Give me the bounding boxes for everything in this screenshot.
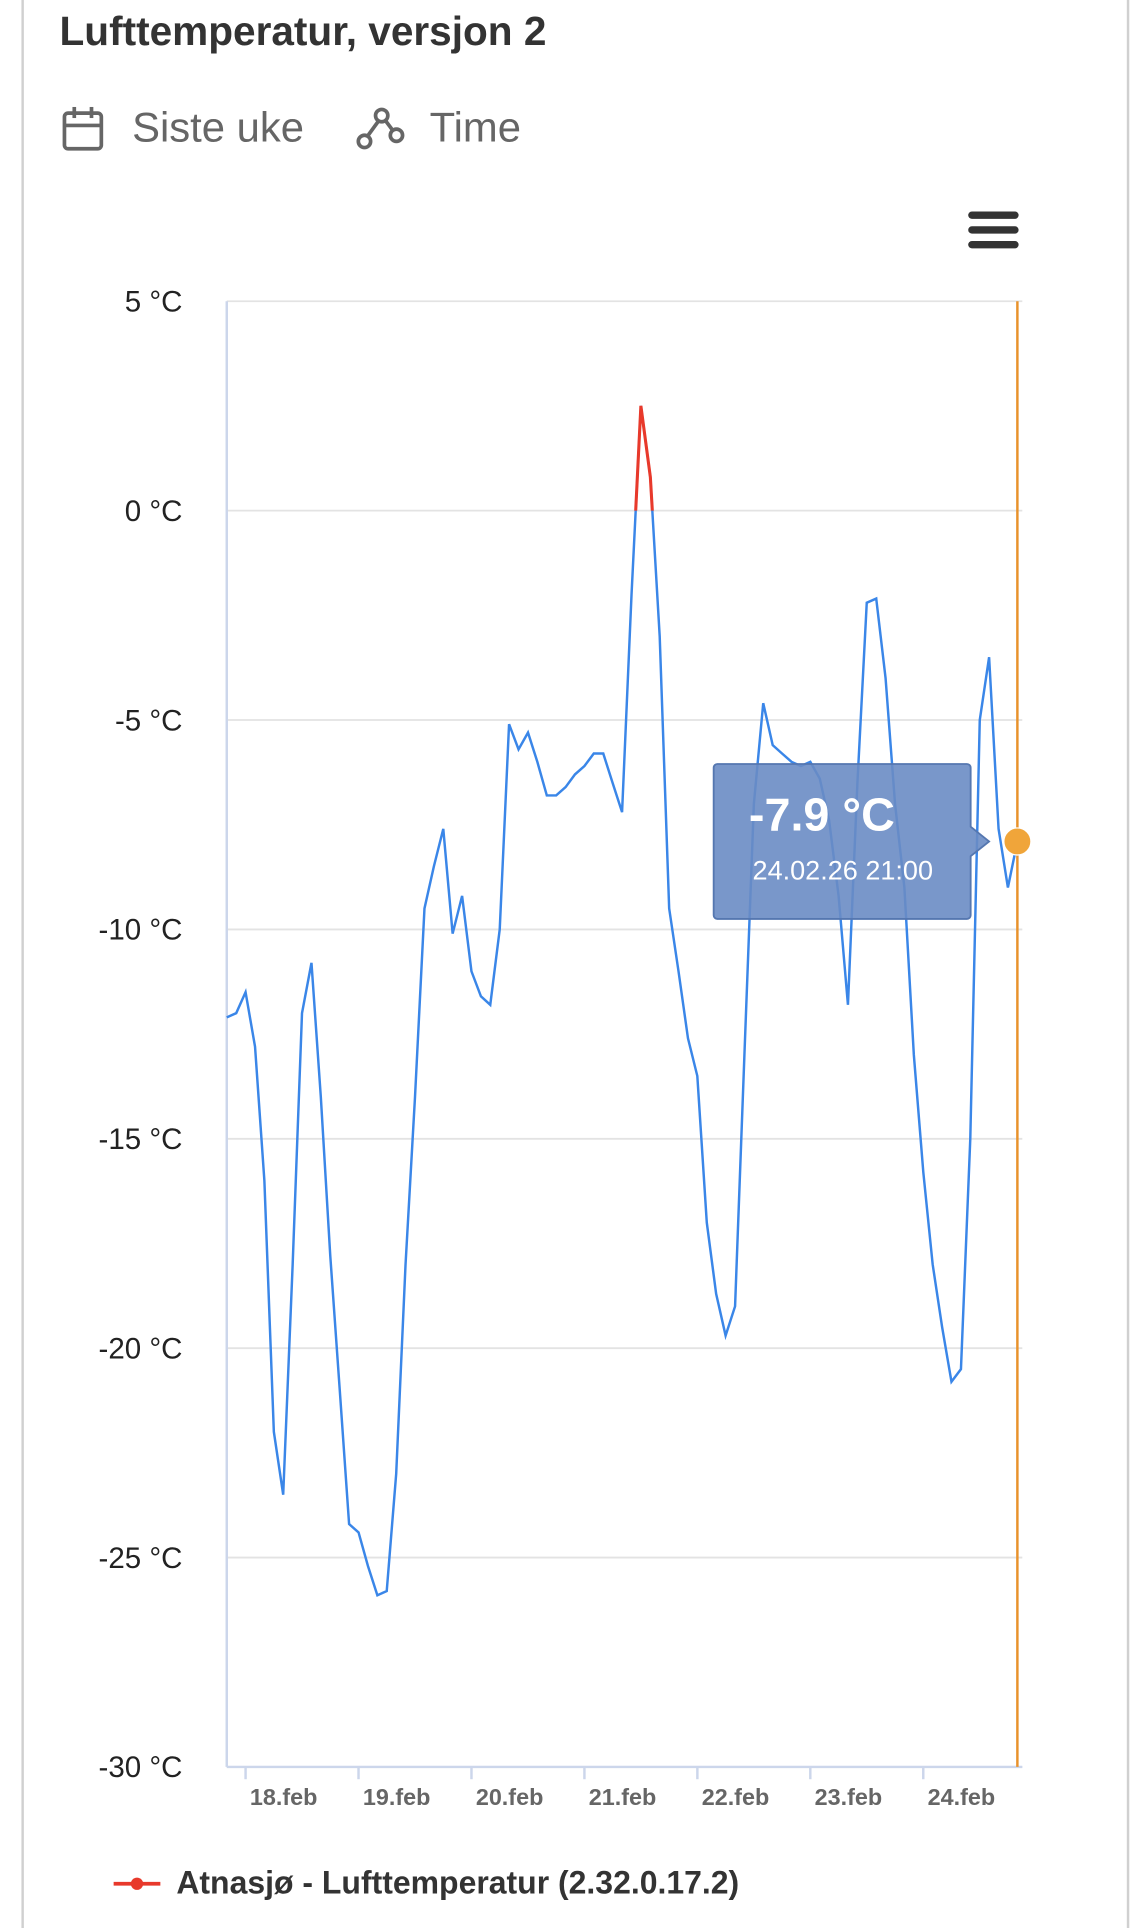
x-tick-label: 22.feb bbox=[702, 1784, 770, 1810]
calendar-icon[interactable] bbox=[62, 106, 104, 151]
x-tick-label: 20.feb bbox=[476, 1784, 544, 1810]
y-tick-label: -10 °C bbox=[99, 914, 183, 947]
line-series-positive bbox=[634, 405, 654, 511]
period-selector[interactable]: Siste uke bbox=[132, 103, 304, 150]
y-tick-label: 5 °C bbox=[125, 286, 183, 319]
x-tick-label: 24.feb bbox=[928, 1784, 996, 1810]
x-tick-label: 21.feb bbox=[589, 1784, 657, 1810]
tooltip-box bbox=[712, 763, 991, 920]
menu-button[interactable] bbox=[968, 211, 1019, 249]
legend-label: Atnasjø - Lufttemperatur (2.32.0.17.2) bbox=[176, 1864, 739, 1900]
x-tick-label: 18.feb bbox=[250, 1784, 318, 1810]
card-title: Lufttemperatur, versjon 2 bbox=[60, 8, 547, 54]
x-tick-label: 23.feb bbox=[815, 1784, 883, 1810]
resolution-selector[interactable]: Time bbox=[430, 103, 521, 150]
y-tick-label: -15 °C bbox=[99, 1123, 183, 1156]
legend-marker bbox=[130, 1877, 144, 1890]
tooltip-time: 24.02.26 21:00 bbox=[753, 855, 933, 885]
x-tick-label: 19.feb bbox=[363, 1784, 431, 1810]
y-tick-label: -20 °C bbox=[99, 1332, 183, 1365]
hover-point bbox=[1003, 827, 1032, 856]
y-tick-label: -25 °C bbox=[99, 1542, 183, 1575]
resolution-icon[interactable] bbox=[356, 107, 405, 150]
y-tick-label: -5 °C bbox=[115, 704, 183, 737]
line-series bbox=[226, 405, 1019, 1597]
y-tick-label: 0 °C bbox=[125, 495, 183, 528]
tooltip-value: -7.9 °C bbox=[749, 788, 895, 840]
y-tick-label: -30 °C bbox=[99, 1751, 183, 1784]
